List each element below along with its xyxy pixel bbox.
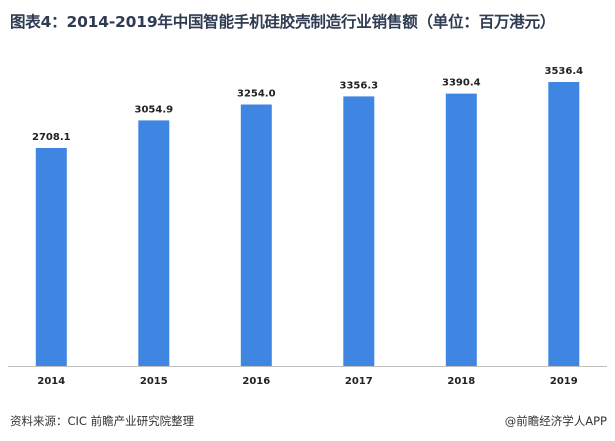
bar-2019 — [548, 82, 580, 366]
bar-2014 — [35, 148, 67, 366]
bar-2017 — [343, 96, 375, 367]
x-tick-label-2018: 2018 — [447, 376, 475, 387]
bar-2015 — [138, 120, 170, 367]
data-label-2016: 3254.0 — [237, 89, 276, 100]
data-label-2019: 3536.4 — [545, 66, 584, 77]
credit-note: @前瞻经济学人APP — [504, 414, 607, 428]
x-tick-label-2016: 2016 — [242, 376, 270, 387]
x-tick-label-2015: 2015 — [140, 376, 168, 387]
data-label-2015: 3054.9 — [135, 104, 174, 115]
bar-2016 — [240, 104, 272, 366]
chart-title: 图表4：2014-2019年中国智能手机硅胶壳制造行业销售额（单位：百万港元） — [10, 13, 556, 31]
bar-2018 — [445, 93, 477, 366]
data-label-2014: 2708.1 — [32, 132, 71, 143]
data-label-2017: 3356.3 — [340, 80, 379, 91]
x-tick-label-2019: 2019 — [550, 376, 578, 387]
source-note: 资料来源：CIC 前瞻产业研究院整理 — [10, 414, 195, 428]
x-tick-label-2017: 2017 — [345, 376, 373, 387]
x-tick-label-2014: 2014 — [37, 376, 65, 387]
data-label-2018: 3390.4 — [442, 78, 481, 89]
